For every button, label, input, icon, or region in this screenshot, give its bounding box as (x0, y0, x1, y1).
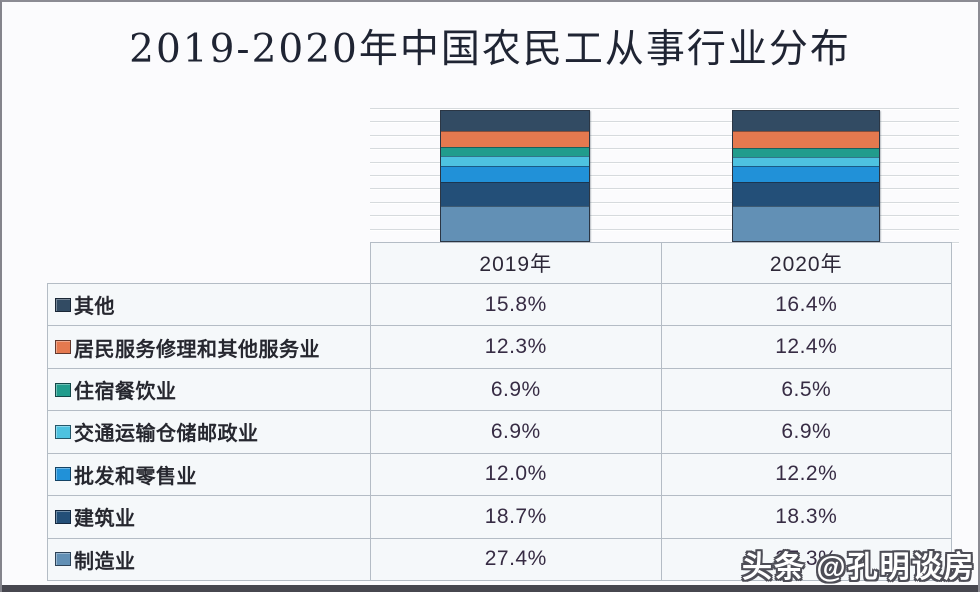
legend-label: 住宿餐饮业 (74, 381, 177, 404)
legend-swatch-icon (55, 467, 71, 482)
gridline (370, 148, 959, 150)
gridline (370, 228, 959, 230)
legend-cell: 住宿餐饮业 (47, 367, 370, 411)
legend-swatch-icon (55, 382, 71, 397)
value-cell: 27.3% (660, 537, 951, 580)
legend-swatch-icon (55, 297, 71, 312)
bar-segment (441, 156, 589, 166)
legend-label: 居民服务修理和其他服务业 (74, 338, 320, 361)
bottom-edge-bar (2, 585, 978, 592)
legend-swatch-icon (55, 552, 71, 567)
value-cell: 6.9% (660, 410, 951, 453)
gridline (370, 108, 959, 109)
bar-segment (733, 206, 879, 242)
value-cell: 6.5% (660, 367, 951, 411)
legend-label: 其他 (74, 296, 115, 319)
value-cell: 18.3% (660, 495, 951, 538)
legend-label: 建筑业 (74, 508, 136, 531)
table-corner-cell (47, 242, 370, 283)
legend-cell: 建筑业 (47, 495, 370, 538)
legend-label: 制造业 (74, 550, 136, 573)
table-header-2019: 2019年 (370, 242, 661, 283)
value-cell: 16.4% (660, 283, 951, 326)
value-cell: 12.0% (370, 452, 661, 496)
legend-swatch-icon (55, 340, 71, 355)
legend-cell: 交通运输仓储邮政业 (47, 410, 370, 453)
value-cell: 12.3% (370, 325, 661, 368)
gridline (370, 175, 959, 176)
legend-cell: 制造业 (47, 537, 370, 580)
gridline (370, 201, 959, 203)
gridline (370, 161, 959, 163)
stacked-bar-2020 (732, 110, 880, 242)
legend-cell: 其他 (47, 283, 370, 326)
value-cell: 18.7% (370, 495, 661, 538)
bar-segment (733, 147, 879, 157)
bar-segment (733, 156, 879, 167)
value-cell: 27.4% (370, 537, 661, 580)
stacked-bar-2019 (440, 110, 590, 242)
legend-swatch-icon (55, 509, 71, 524)
gridline (370, 121, 959, 123)
value-cell: 15.8% (370, 283, 661, 326)
gridline (370, 134, 959, 136)
bar-segment (441, 111, 589, 131)
legend-cell: 居民服务修理和其他服务业 (47, 325, 370, 368)
bar-segment (441, 146, 589, 157)
value-cell: 6.9% (370, 410, 661, 453)
bar-segment (733, 182, 879, 207)
data-table: 2019年 2020年 其他 15.8% 16.4% 居民服务修理和其他服务业 12.3… (47, 242, 952, 581)
bar-segment (441, 165, 589, 182)
bar-segment (441, 130, 589, 147)
gridline (370, 188, 959, 190)
bar-segment (441, 181, 589, 207)
value-cell: 12.4% (660, 325, 951, 368)
legend-cell: 批发和零售业 (47, 452, 370, 496)
legend-label: 交通运输仓储邮政业 (74, 423, 259, 446)
gridline (370, 215, 959, 217)
page-title: 2019-2020年中国农民工从事行业分布 (129, 27, 851, 72)
legend-label: 批发和零售业 (74, 465, 197, 488)
table-header-2020: 2020年 (660, 242, 951, 283)
bar-segment (733, 166, 879, 183)
value-cell: 6.9% (370, 367, 661, 411)
bar-segment (441, 206, 589, 241)
legend-swatch-icon (55, 424, 71, 439)
value-cell: 12.2% (660, 452, 951, 496)
bar-segment (733, 111, 879, 132)
watermark: 头条 @孔明谈房 (742, 551, 976, 584)
chart-plot (370, 108, 959, 243)
bar-segment (733, 131, 879, 148)
